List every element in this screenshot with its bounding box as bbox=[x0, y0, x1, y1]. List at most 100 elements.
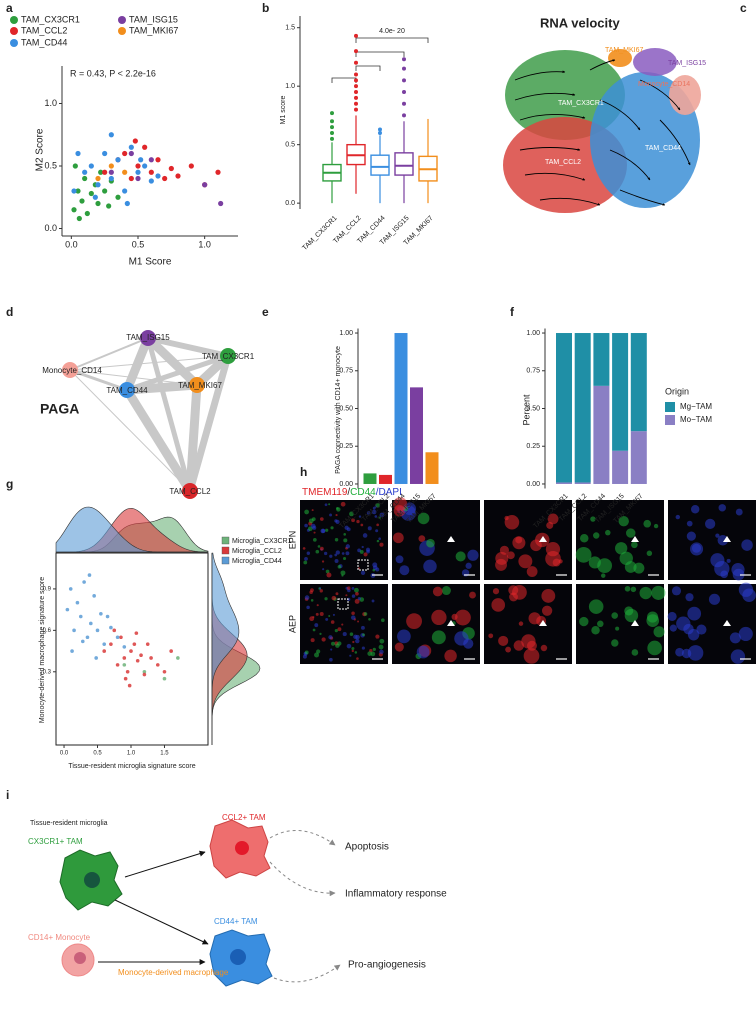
signal bbox=[625, 528, 636, 538]
signal bbox=[588, 556, 601, 569]
signal bbox=[310, 638, 315, 643]
signal bbox=[356, 519, 360, 524]
paga-node bbox=[119, 382, 135, 398]
signal bbox=[730, 649, 746, 664]
signal bbox=[312, 525, 317, 530]
point bbox=[106, 203, 112, 209]
point bbox=[135, 175, 141, 182]
point bbox=[176, 656, 180, 660]
y-tick-label: 1.00 bbox=[526, 330, 540, 337]
point bbox=[148, 178, 154, 184]
signal bbox=[312, 628, 316, 632]
signal bbox=[353, 634, 358, 640]
signal bbox=[367, 651, 372, 656]
point bbox=[76, 215, 82, 222]
y-tick-label: 0.25 bbox=[526, 443, 540, 450]
cell-label: CD14+ Monocyte bbox=[28, 933, 91, 942]
paga-node bbox=[220, 348, 236, 364]
signal bbox=[455, 551, 466, 562]
signal bbox=[611, 639, 619, 647]
signal bbox=[324, 597, 328, 601]
point bbox=[98, 169, 104, 175]
signal bbox=[330, 526, 334, 530]
y-tick-label: 0.50 bbox=[339, 405, 353, 412]
point bbox=[71, 188, 77, 194]
signal bbox=[605, 529, 611, 536]
significance-bracket bbox=[331, 77, 357, 83]
outlier bbox=[402, 113, 406, 118]
point bbox=[94, 656, 98, 660]
outlier bbox=[378, 130, 382, 135]
nucleus bbox=[74, 952, 86, 964]
signal bbox=[357, 567, 361, 570]
point bbox=[155, 157, 161, 163]
point bbox=[115, 194, 121, 200]
signal bbox=[395, 555, 404, 564]
point bbox=[115, 663, 120, 667]
signal bbox=[376, 539, 380, 543]
signal bbox=[352, 640, 355, 644]
signal bbox=[374, 505, 378, 508]
point bbox=[202, 182, 208, 188]
arrowhead bbox=[723, 620, 731, 626]
outlier bbox=[354, 49, 358, 54]
signal bbox=[528, 612, 541, 625]
panel-label: c bbox=[740, 1, 747, 15]
point bbox=[99, 611, 103, 616]
signal bbox=[304, 595, 310, 600]
point bbox=[155, 173, 161, 179]
signal bbox=[509, 592, 518, 602]
signal bbox=[488, 633, 494, 639]
velocity-panel: RNA velocity TAM_MKI67 TAM_ISG15 Monocyt… bbox=[503, 15, 706, 213]
bar bbox=[394, 333, 408, 484]
signal bbox=[646, 614, 660, 627]
legend-label: Microglia_CX3CR1 bbox=[232, 538, 292, 545]
signal bbox=[423, 559, 437, 574]
point bbox=[134, 631, 139, 635]
outlier bbox=[354, 72, 358, 77]
signal bbox=[334, 559, 339, 564]
zoom-box bbox=[337, 598, 349, 610]
signal bbox=[308, 518, 314, 524]
point bbox=[162, 175, 168, 182]
point bbox=[122, 656, 127, 660]
signal bbox=[667, 611, 677, 621]
signal bbox=[351, 594, 356, 598]
point bbox=[168, 165, 174, 172]
legend-swatch bbox=[118, 27, 126, 35]
panel-label: e bbox=[262, 305, 269, 319]
signal bbox=[351, 646, 355, 651]
signal bbox=[355, 638, 360, 644]
y-tick-label: 0.75 bbox=[339, 368, 353, 375]
point bbox=[132, 138, 138, 144]
point bbox=[95, 182, 101, 188]
cluster-region bbox=[633, 48, 677, 76]
row-label: AEP bbox=[287, 615, 297, 633]
point bbox=[122, 663, 127, 667]
point bbox=[142, 144, 148, 150]
signal bbox=[372, 568, 376, 572]
arrow bbox=[114, 899, 209, 945]
signal bbox=[523, 648, 540, 664]
signal bbox=[315, 549, 320, 554]
signal bbox=[618, 516, 629, 527]
signal bbox=[376, 523, 379, 527]
signal bbox=[615, 626, 620, 631]
signal bbox=[675, 514, 681, 520]
signal bbox=[345, 594, 348, 597]
paga-node bbox=[62, 362, 78, 378]
x-axis-label: M1 Score bbox=[129, 257, 172, 268]
y-tick-label: 1.0 bbox=[285, 83, 295, 90]
signal bbox=[335, 513, 338, 517]
bar-segment bbox=[556, 333, 572, 483]
point bbox=[139, 653, 143, 658]
point bbox=[102, 649, 107, 653]
signal bbox=[685, 593, 694, 602]
point bbox=[102, 642, 107, 646]
bar-segment bbox=[593, 333, 610, 386]
annotation: 4.0e- 20 bbox=[379, 28, 405, 35]
signal bbox=[310, 588, 314, 593]
signal bbox=[690, 542, 704, 556]
signal bbox=[738, 626, 753, 642]
signal bbox=[354, 587, 359, 593]
